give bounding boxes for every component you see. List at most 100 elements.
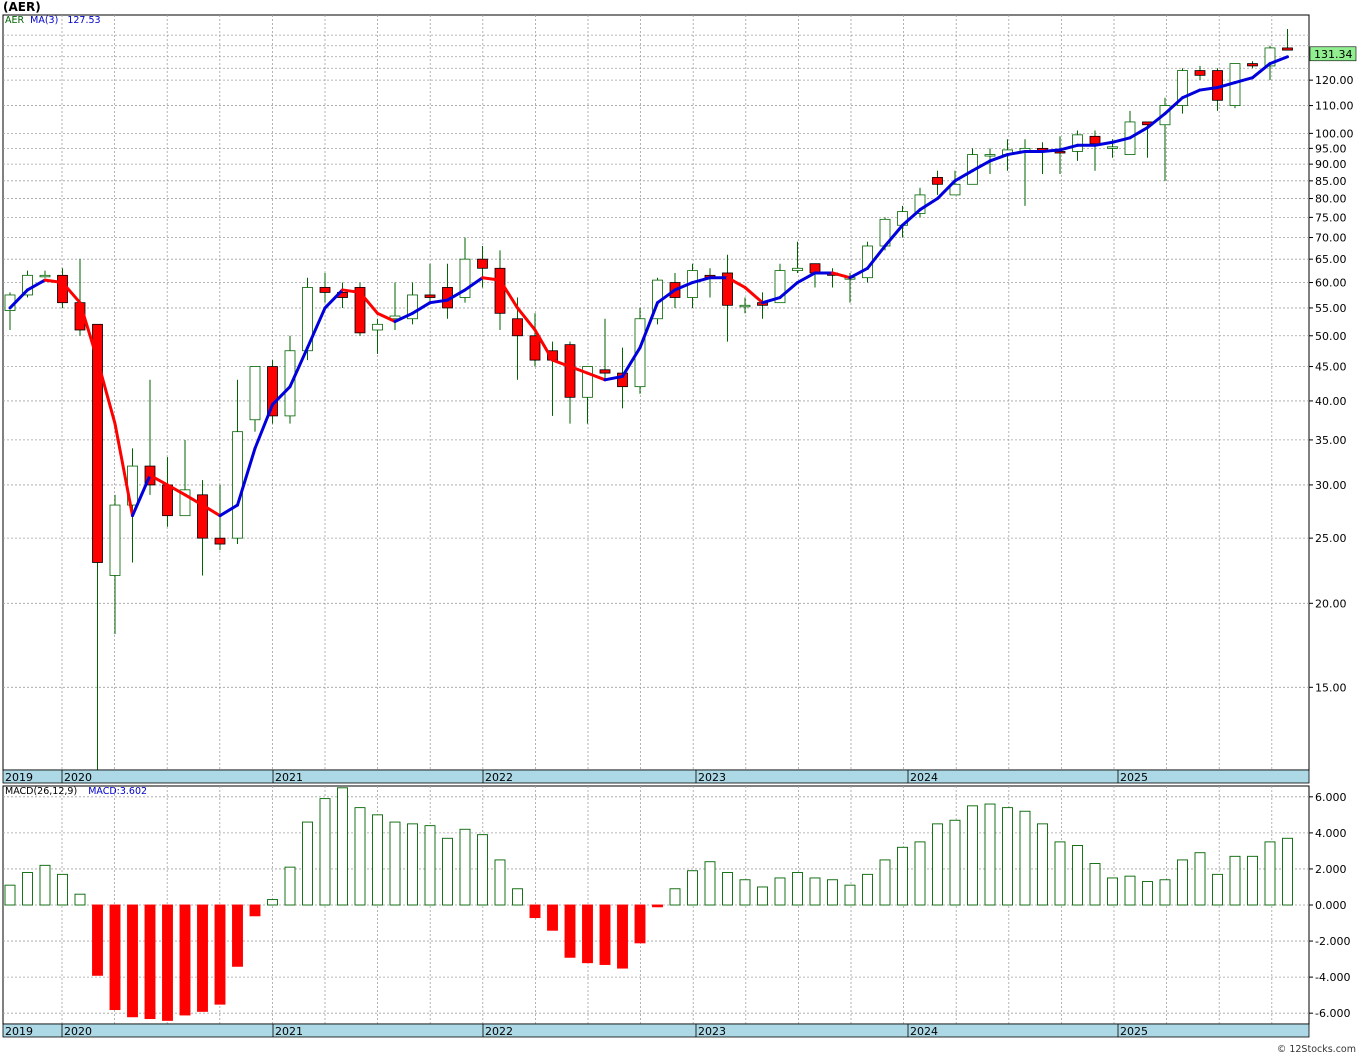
ma-segment [1146, 112, 1167, 130]
candle-down [57, 274, 68, 304]
chart-title: (AER) [3, 0, 41, 14]
ma-segment [796, 271, 817, 285]
macd-bar-negative [564, 904, 576, 958]
ma-segment [691, 276, 712, 285]
candle-up [389, 315, 401, 320]
macd-bar-positive [914, 841, 926, 906]
ma-segment [848, 266, 869, 280]
price-tick-label: 45.00 [1315, 361, 1347, 374]
ma-segment [673, 281, 694, 292]
candle-up [984, 154, 996, 157]
price-tick-label: 75.00 [1315, 211, 1347, 224]
year-label: 2019 [5, 771, 33, 784]
macd-bar-positive [862, 873, 873, 906]
price-tick-label: 35.00 [1315, 434, 1347, 447]
macd-bar-positive [687, 870, 698, 906]
macd-bar-positive [1037, 823, 1048, 906]
candle-down [564, 344, 576, 398]
candle-down [162, 484, 173, 517]
ma-segment [743, 285, 764, 305]
candle-down [92, 323, 103, 563]
macd-bar-positive [22, 872, 33, 906]
macd-bar-positive [1142, 881, 1153, 906]
symbol-label: AER [5, 15, 25, 26]
ma-segment [201, 503, 222, 518]
ma-segment [1058, 143, 1079, 152]
price-tick-label: 20.00 [1315, 597, 1347, 610]
candle-up [1177, 70, 1188, 106]
macd-bar-negative [582, 904, 593, 964]
year-label: 2022 [485, 1025, 513, 1038]
ma-segment [901, 208, 922, 227]
macd-bar-positive [844, 884, 856, 906]
macd-bar-positive [74, 893, 86, 906]
macd-bar-positive [984, 803, 996, 906]
ma-segment [306, 306, 327, 350]
macd-bar-positive [1019, 810, 1031, 906]
ma-segment [26, 278, 47, 292]
macd-bar-positive [1212, 873, 1223, 906]
ma-segment [936, 179, 957, 201]
ma-segment [586, 371, 607, 382]
last-price-box [1309, 46, 1357, 62]
ma-segment [8, 288, 29, 310]
candle-up [792, 267, 803, 272]
macd-tick-label: 6.000 [1315, 791, 1347, 804]
macd-bar-positive [1264, 841, 1276, 906]
ma-segment [621, 346, 642, 378]
ma-segment [1216, 81, 1237, 90]
macd-bar-positive [1177, 859, 1188, 906]
price-tick-label: 85.00 [1315, 175, 1347, 188]
macd-bar-negative [652, 904, 663, 908]
macd-bar-positive [722, 872, 733, 906]
macd-bar-positive [477, 834, 488, 906]
macd-bar-negative [634, 904, 646, 944]
macd-bar-positive [879, 859, 891, 906]
macd-bar-positive [1282, 837, 1293, 906]
macd-bar-negative [179, 904, 191, 1016]
macd-bar-negative [144, 904, 156, 1020]
price-tick-label: 25.00 [1315, 532, 1347, 545]
candle-down [599, 369, 611, 374]
price-tick-label: 120.00 [1315, 74, 1354, 87]
ma-segment [1181, 88, 1202, 100]
ma-segment [411, 301, 432, 315]
candle-down [529, 335, 541, 361]
candle-up [179, 489, 191, 517]
ma-segment [341, 288, 362, 294]
candle-up [459, 258, 471, 298]
ma-segment [1198, 86, 1219, 92]
ma-segment [166, 483, 187, 497]
candle-up [232, 431, 243, 539]
macd-tick-label: 2.000 [1315, 863, 1347, 876]
macd-histogram [4, 787, 1293, 1021]
ma-segment [61, 281, 82, 305]
ma-segment [568, 365, 589, 375]
ma-segment [271, 385, 292, 407]
ma-segment [918, 197, 939, 212]
price-tick-label: 100.00 [1315, 127, 1354, 140]
ma-segment [428, 298, 449, 305]
macd-bar-positive [757, 886, 768, 906]
ma-segment [393, 311, 414, 324]
ma-segment [1093, 140, 1114, 147]
candle-up [1072, 134, 1083, 152]
ma-segment [726, 276, 747, 289]
site-credit: © 12Stocks.com [1276, 1044, 1356, 1055]
ma-segment [481, 276, 502, 282]
candle-up [949, 183, 961, 196]
year-label: 2023 [698, 1025, 726, 1038]
candle-up [407, 294, 418, 320]
ma-segment [218, 503, 239, 518]
macd-bar-negative [197, 904, 208, 1012]
candle-up [634, 318, 646, 388]
ma-segment [148, 473, 169, 487]
candle-down [267, 366, 278, 417]
ma-segment [1251, 62, 1272, 80]
price-tick-label: 60.00 [1315, 277, 1347, 290]
candle-up [249, 366, 261, 421]
macd-bar-negative [529, 904, 541, 919]
ma-segment [498, 278, 519, 310]
macd-bar-positive [494, 859, 506, 906]
price-grid [2, 14, 1310, 771]
